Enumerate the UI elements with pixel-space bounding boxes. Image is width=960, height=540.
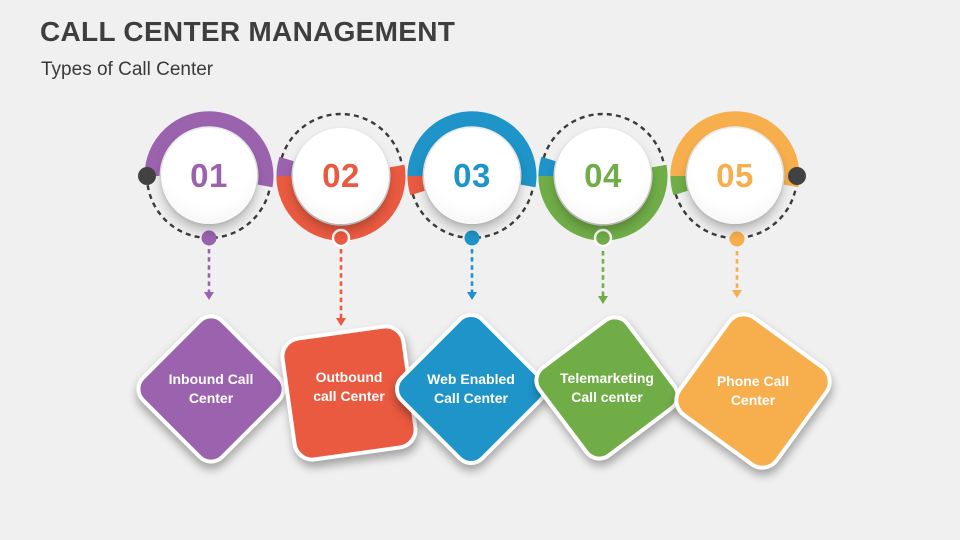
chain-end-dot: [788, 167, 806, 185]
step-5-dot: [729, 231, 745, 247]
chain-start-dot: [138, 167, 156, 185]
step-4-number: 04: [584, 157, 622, 194]
step-2-dot: [331, 228, 351, 248]
step-1-arc: [144, 111, 274, 188]
step-circle-2: 02: [293, 128, 389, 224]
step-3-dashed-ring: [408, 175, 536, 240]
step-2-dashed-ring: [277, 112, 405, 177]
step-circle-1: 01: [161, 128, 257, 224]
step-5-dashed-ring: [671, 175, 799, 240]
step-1-dashed-ring: [145, 175, 273, 240]
slide-title: CALL CENTER MANAGEMENT: [40, 16, 456, 47]
step-4-dashed-ring: [539, 112, 667, 177]
step-circle-3: 03: [424, 128, 520, 224]
step-1-dot: [201, 230, 217, 246]
step-1-down-arrow-icon: [204, 292, 214, 300]
step-2-label: Outbound call Center: [313, 369, 385, 404]
step-4-label: Telemarketing Call center: [560, 370, 654, 405]
step-3-dot: [464, 230, 480, 246]
step-3-label: Web Enabled Call Center: [427, 371, 515, 406]
step-3-arc: [407, 111, 537, 188]
step-2-down-arrow-icon: [336, 318, 346, 326]
step-5-label: Phone Call Center: [716, 373, 790, 408]
step-5-down-arrow-icon: [732, 290, 742, 298]
step-4-dot: [593, 228, 613, 248]
step-3-down-arrow-icon: [467, 292, 477, 300]
step-3-number: 03: [453, 157, 491, 194]
step-2-number: 02: [322, 157, 360, 194]
step-circle-5: 05: [687, 128, 783, 224]
step-4-down-arrow-icon: [598, 296, 608, 304]
slide-subtitle: Types of Call Center: [41, 59, 214, 80]
step-1-label: Inbound Call Center: [168, 371, 254, 406]
step-1-number: 01: [190, 157, 228, 194]
step-5-number: 05: [716, 157, 754, 194]
step-5-arc: [670, 111, 800, 188]
step-circle-4: 04: [555, 128, 651, 224]
